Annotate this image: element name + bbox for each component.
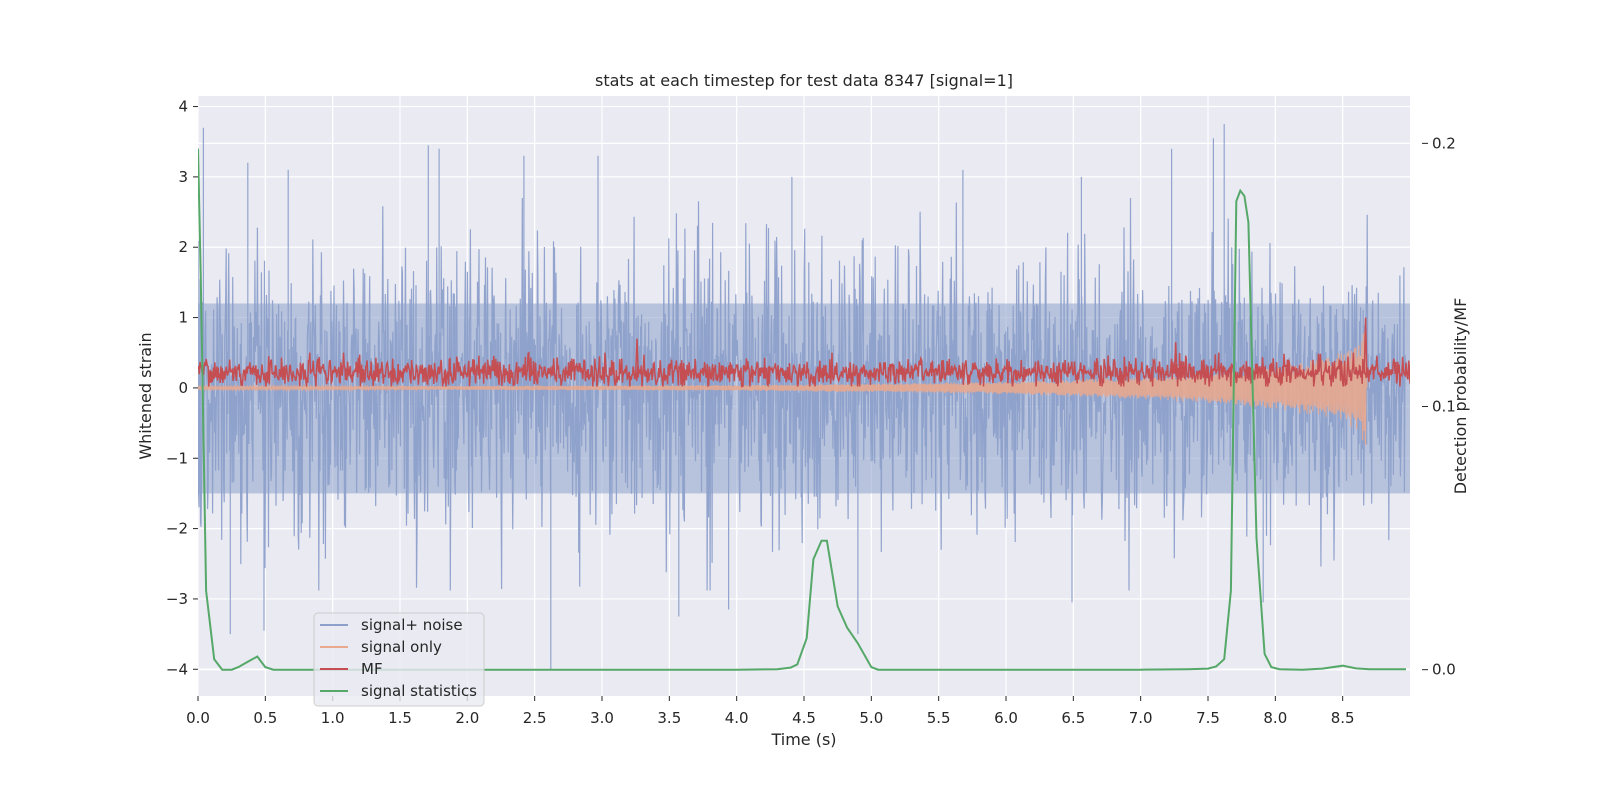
y-tick-label-8: 4 [178,98,188,116]
legend-label-signal-only: signal only [361,638,442,656]
x-tick-label-9: 4.5 [792,709,816,727]
y-tick-label-6: 2 [178,238,188,256]
x-axis: 0.0 0.5 1.0 1.5 2.0 2.5 3.0 3.5 4.0 4.5 5.0 5.5 6.0 6… [186,696,1355,727]
series-signal-noise [198,124,1407,670]
x-tick-label-16: 8.0 [1263,709,1287,727]
x-tick-label-1: 0.5 [253,709,277,727]
legend: signal+ noise signal only MF signal stat… [313,612,485,707]
chart-title: stats at each timestep for test data 834… [595,71,1013,90]
y-axis-right: 0.0 0.1 0.2 [1422,134,1456,679]
x-tick-label-11: 5.5 [927,709,951,727]
series-signal-only [198,330,1368,446]
y-tick-label-0: −4 [166,660,188,678]
y-axis-label: Whitened strain [136,332,155,459]
x-tick-label-10: 5.0 [859,709,883,727]
y2-axis-label: Detection probability/MF [1451,298,1470,495]
y-tick-label-4: 0 [178,379,188,397]
legend-box [313,612,485,707]
legend-label-signal-statistics: signal statistics [361,682,477,700]
series-signal-statistics [198,148,1406,671]
x-tick-label-15: 7.5 [1196,709,1220,727]
y-tick-label-7: 3 [178,168,188,186]
x-tick-label-12: 6.0 [994,709,1018,727]
y-tick-label-1: −3 [166,590,188,608]
x-tick-label-17: 8.5 [1331,709,1355,727]
x-tick-label-13: 6.5 [1061,709,1085,727]
y-tick-label-2: −2 [166,520,188,538]
y-tick-label-5: 1 [178,309,188,327]
legend-label-mf: MF [361,660,383,678]
y2-tick-label-0: 0.0 [1432,661,1456,679]
x-axis-label: Time (s) [770,730,836,749]
y-axis-left: −4 −3 −2 −1 0 1 2 3 4 [166,98,198,678]
legend-label-signal-noise: signal+ noise [361,616,463,634]
x-tick-label-7: 3.5 [657,709,681,727]
x-tick-label-4: 2.0 [455,709,479,727]
y2-tick-label-2: 0.2 [1432,134,1456,152]
x-tick-label-8: 4.0 [725,709,749,727]
x-tick-label-2: 1.0 [321,709,345,727]
series-mf [198,317,1410,388]
x-tick-label-0: 0.0 [186,709,210,727]
series-layer [198,124,1410,671]
x-tick-label-6: 3.0 [590,709,614,727]
y-tick-label-3: −1 [166,449,188,467]
x-tick-label-3: 1.5 [388,709,412,727]
x-tick-label-5: 2.5 [523,709,547,727]
y2-tick-label-1: 0.1 [1432,398,1456,416]
x-tick-label-14: 7.0 [1129,709,1153,727]
